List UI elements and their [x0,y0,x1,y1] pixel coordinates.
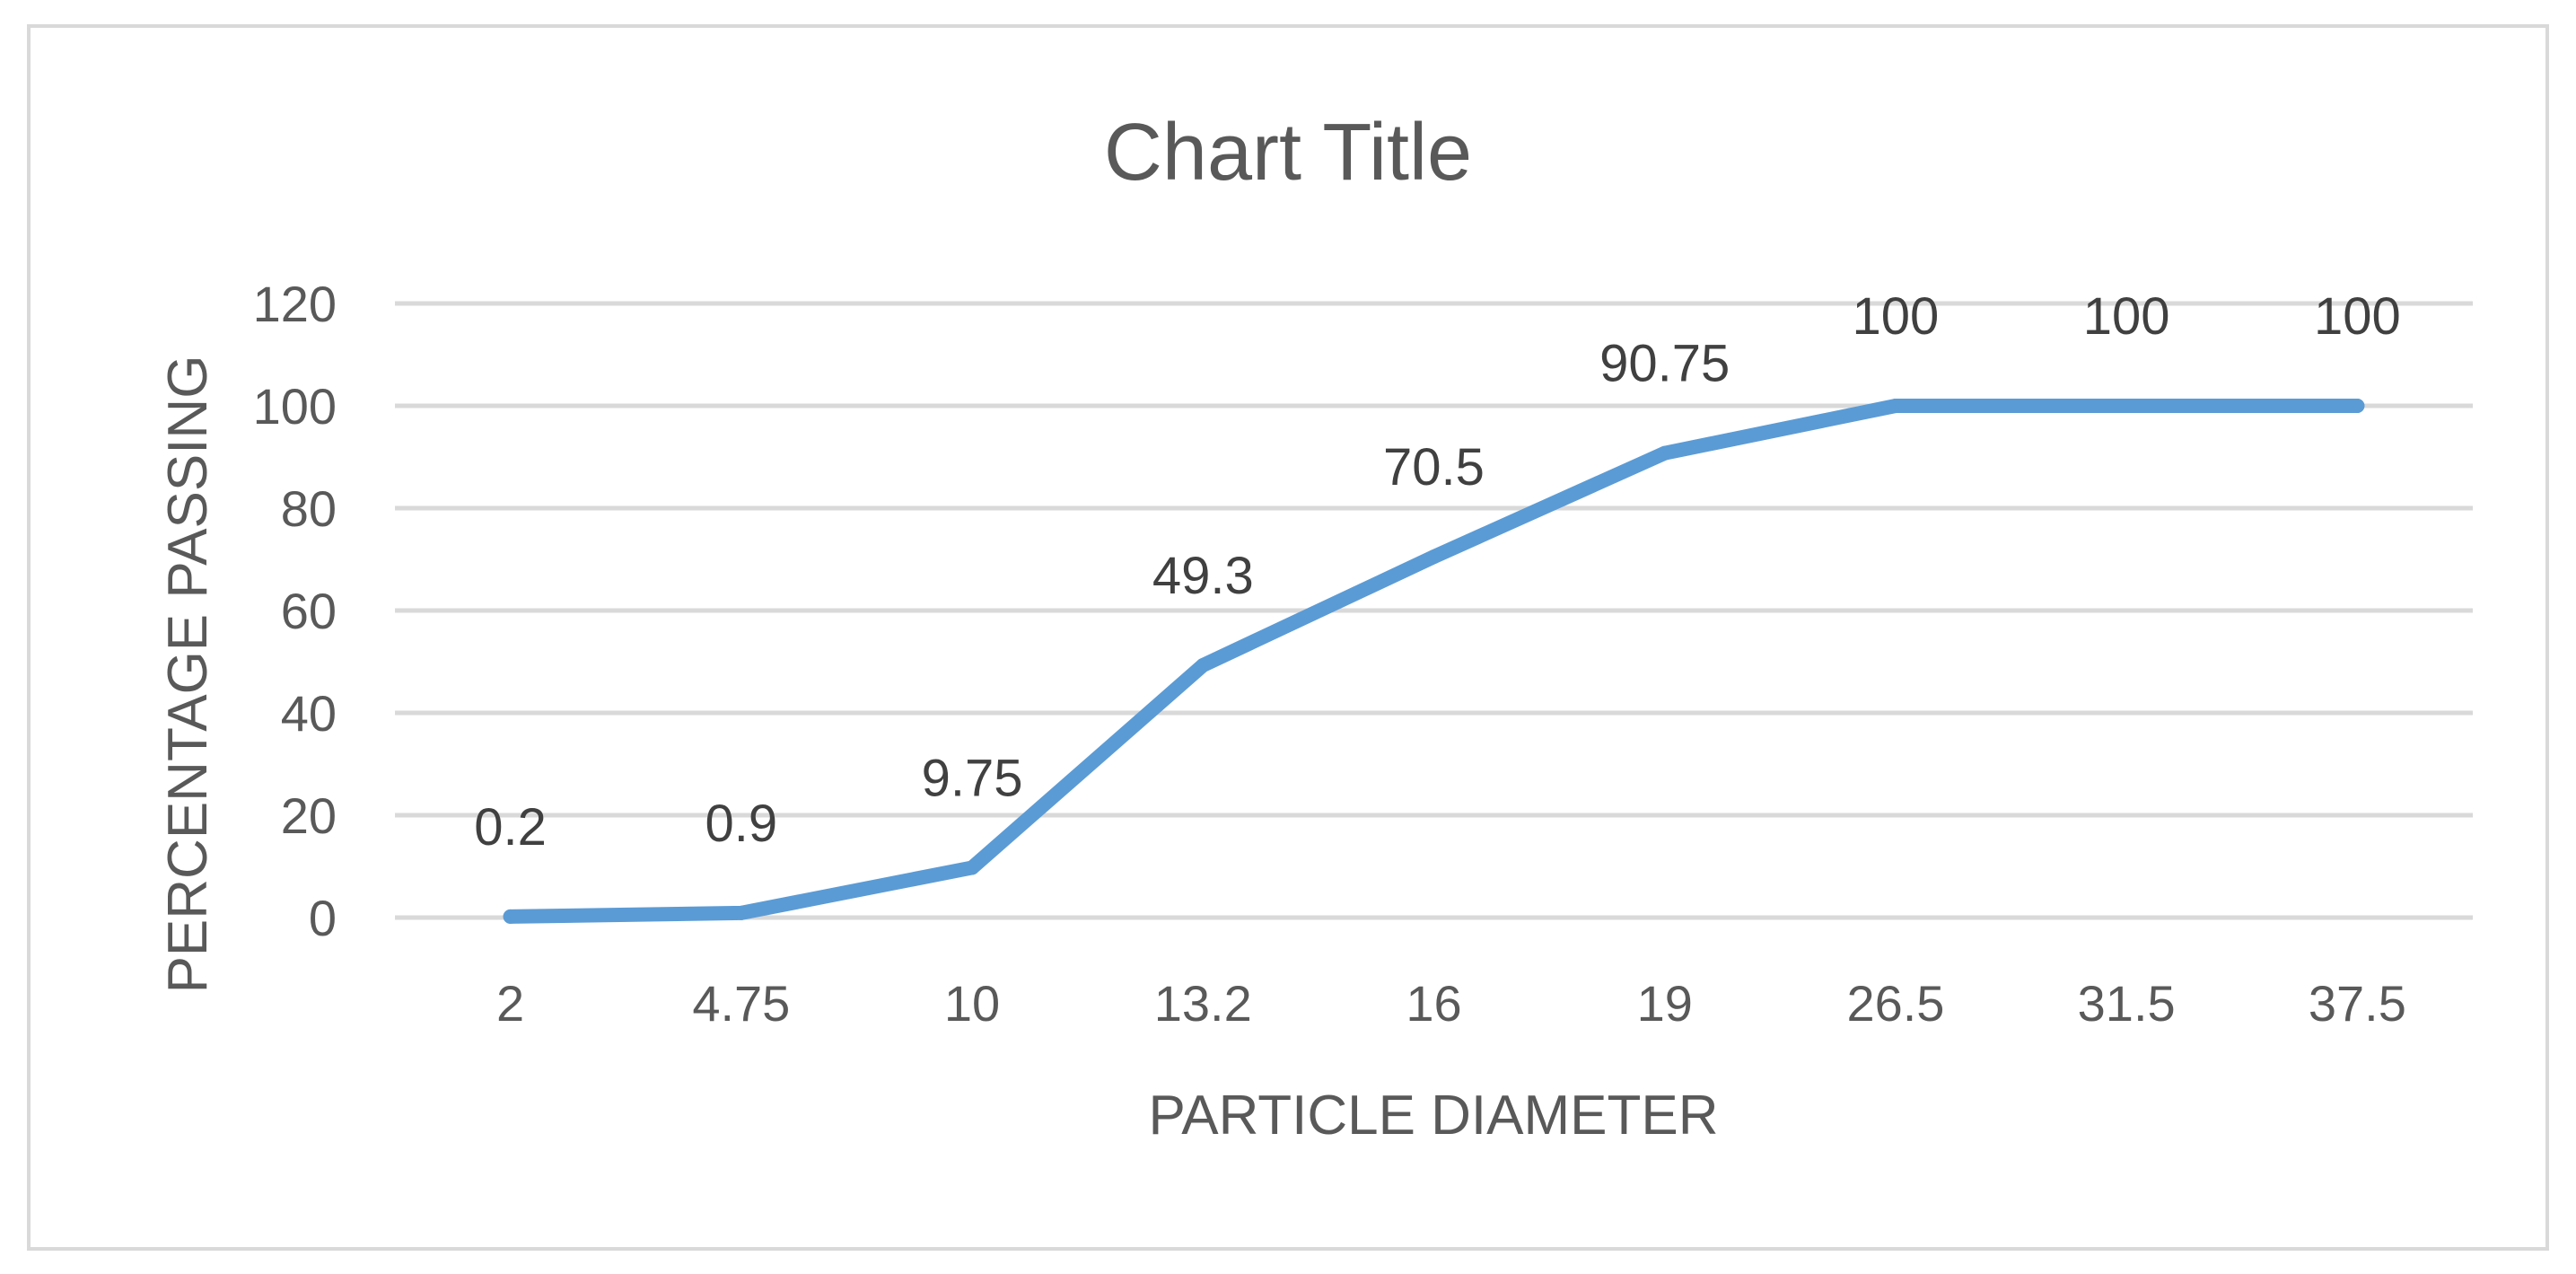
y-tick-label: 20 [281,787,337,844]
y-tick-label: 80 [281,480,337,537]
data-label: 100 [2083,287,2170,346]
data-labels: 0.2 0.9 9.75 49.3 70.5 90.75 100 100 100 [474,287,2400,857]
x-tick-label: 10 [944,975,1000,1032]
data-point [1426,549,1441,565]
x-tick-label: 4.75 [692,975,790,1032]
data-point [2350,399,2365,413]
x-tick-label: 31.5 [2078,975,2176,1032]
y-tick-label: 120 [253,276,337,332]
data-label: 100 [1853,287,1940,346]
x-tick-label: 26.5 [1846,975,1944,1032]
series-line-group [503,399,2365,924]
data-label: 49.3 [1152,547,1254,605]
x-tick-label: 16 [1406,975,1461,1032]
y-tick-label: 100 [253,378,337,435]
data-point [1888,399,1903,413]
data-label: 0.2 [474,798,547,857]
data-label: 0.9 [705,795,778,853]
data-point [2119,399,2134,413]
data-point [965,860,980,875]
x-tick-label: 2 [496,975,524,1032]
axis-ticks: 0 20 40 60 80 100 120 2 4.75 10 13.2 16 19 26.5 31.5 37… [253,276,2406,1032]
y-tick-label: 60 [281,583,337,639]
data-label: 90.75 [1599,335,1730,393]
data-label: 100 [2314,287,2401,346]
x-tick-label: 13.2 [1154,975,1252,1032]
data-label: 9.75 [922,749,1023,807]
x-axis-title: PARTICLE DIAMETER [1148,1085,1718,1147]
data-point [503,909,518,924]
x-tick-label: 37.5 [2309,975,2406,1032]
y-tick-label: 0 [309,890,337,946]
y-tick-label: 40 [281,685,337,742]
x-tick-label: 19 [1637,975,1693,1032]
chart-frame [27,24,2549,1251]
data-point [1657,445,1672,461]
chart-title: Chart Title [1104,108,1472,198]
data-point [1196,657,1211,672]
data-label: 70.5 [1383,438,1485,496]
data-point [733,905,749,920]
y-axis-title: PERCENTAGE PASSING [157,356,219,994]
